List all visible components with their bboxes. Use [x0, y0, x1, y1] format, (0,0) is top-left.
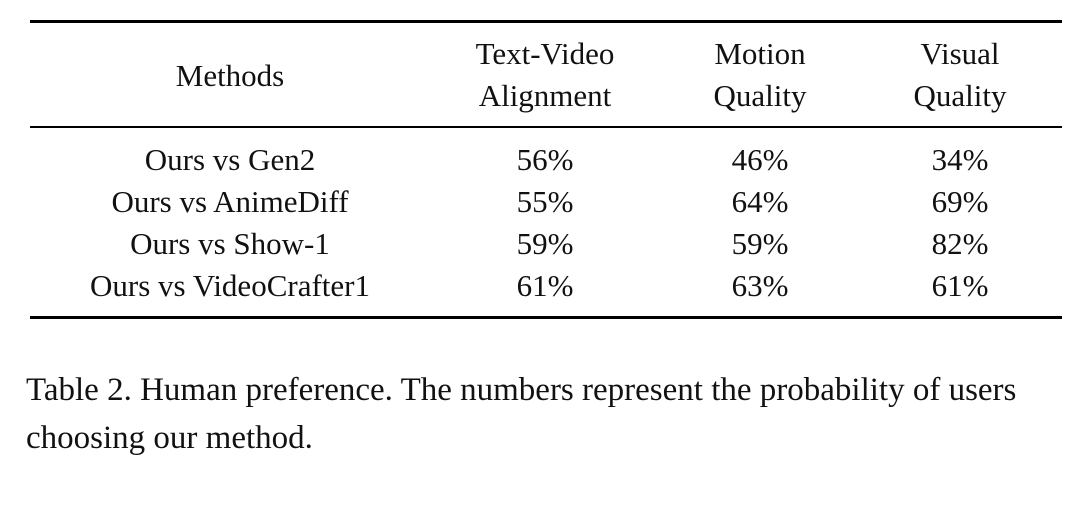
table-top-rule — [30, 20, 1062, 23]
table-row-visual: 69% — [931, 184, 989, 219]
header-motion-line1: Motion — [714, 36, 806, 71]
table-row-visual: 34% — [931, 142, 989, 177]
table-row-motion: 64% — [731, 184, 789, 219]
header-motion-quality: Motion Quality — [660, 33, 860, 117]
header-text-video-line1: Text-Video — [475, 36, 615, 71]
table-row-motion: 59% — [731, 226, 789, 261]
header-visual-line2: Quality — [913, 78, 1007, 113]
header-motion-line2: Quality — [713, 78, 807, 113]
header-text-video-line2: Alignment — [478, 78, 612, 113]
table-row-alignment: 61% — [516, 268, 574, 303]
table-row-method: Ours vs Show-1 — [130, 226, 330, 261]
table-row-motion: 46% — [731, 142, 789, 177]
table-row-visual: 82% — [931, 226, 989, 261]
header-visual-line1: Visual — [920, 36, 1000, 71]
table-row-motion: 63% — [731, 268, 789, 303]
table-row-method: Ours vs AnimeDiff — [111, 184, 349, 219]
table-caption: Table 2. Human preference. The numbers r… — [26, 372, 1017, 456]
table-row-visual: 61% — [931, 268, 989, 303]
table-row-alignment: 55% — [516, 184, 574, 219]
table-header-rule — [30, 126, 1062, 128]
table-row-alignment: 59% — [516, 226, 574, 261]
table-row-method: Ours vs VideoCrafter1 — [90, 268, 370, 303]
header-methods-label: Methods — [175, 58, 285, 93]
table-row-alignment: 56% — [516, 142, 574, 177]
header-text-video-alignment: Text-Video Alignment — [445, 33, 645, 117]
header-visual-quality: Visual Quality — [860, 33, 1060, 117]
header-methods: Methods — [130, 55, 330, 97]
table-bottom-rule — [30, 316, 1062, 319]
table-row-method: Ours vs Gen2 — [144, 142, 316, 177]
